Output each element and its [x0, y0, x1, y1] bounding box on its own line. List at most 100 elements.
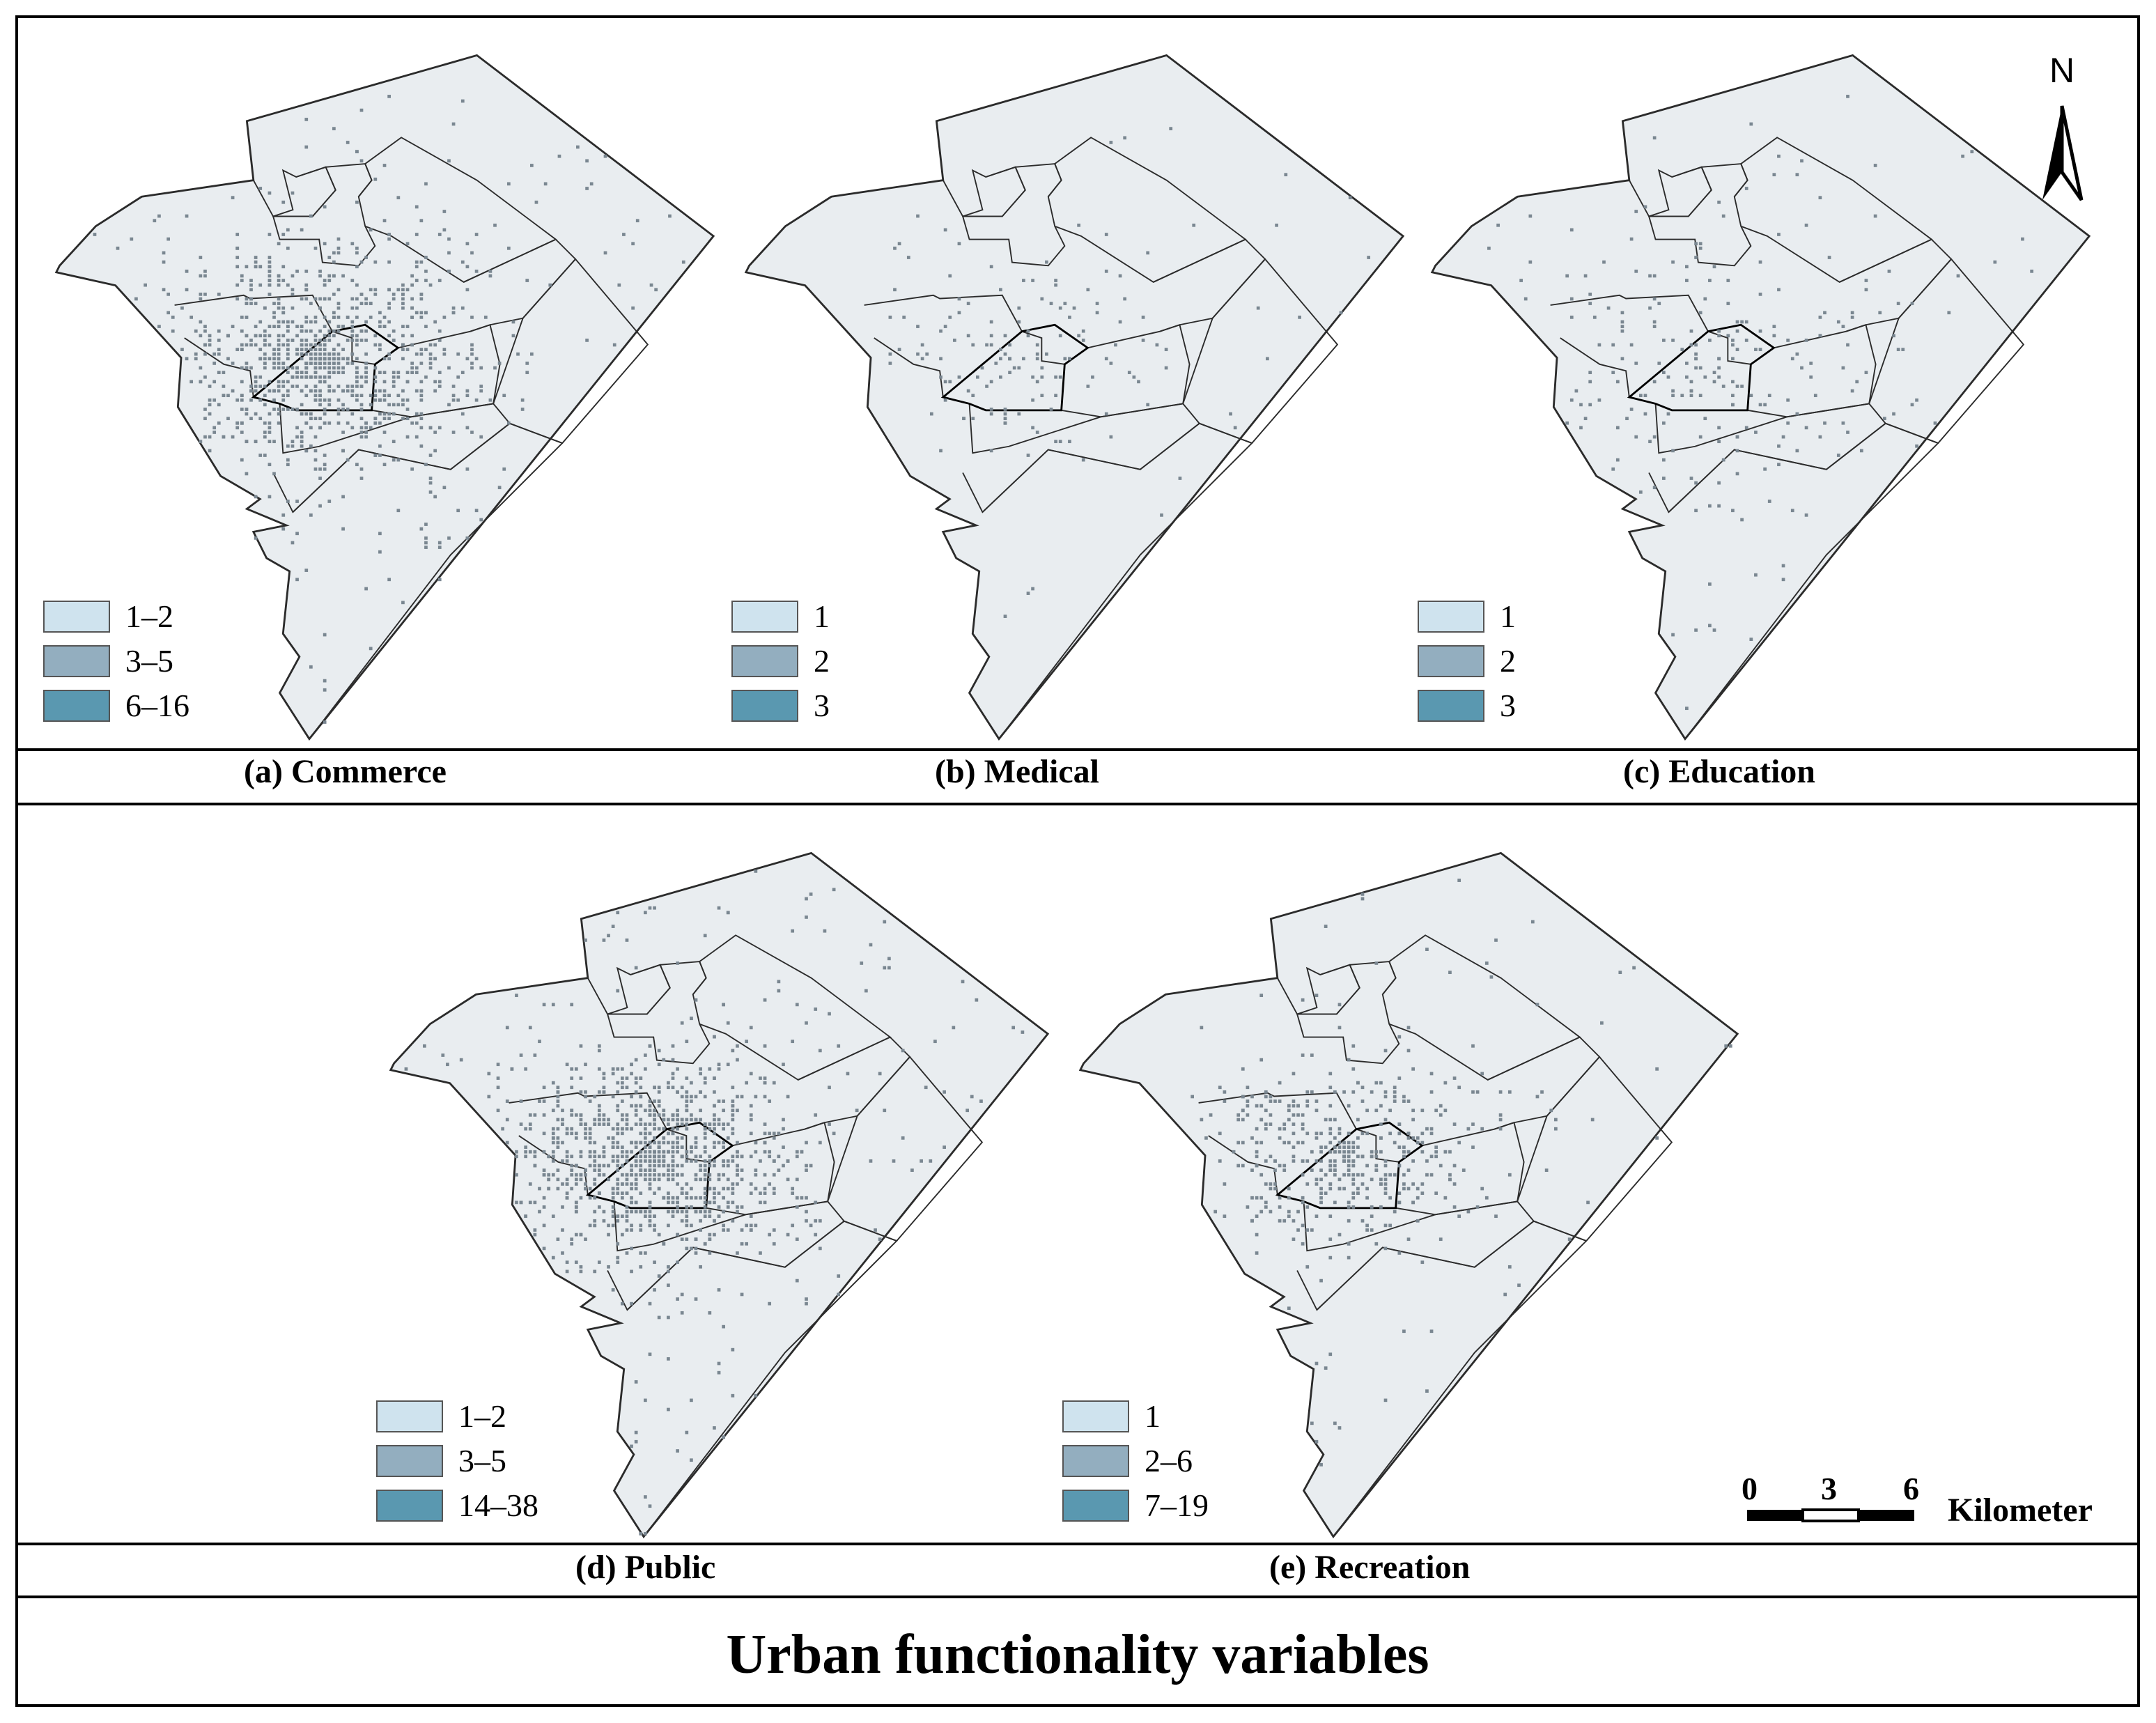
- poi-point: [676, 1205, 679, 1209]
- poi-point: [281, 306, 286, 310]
- poi-point: [1781, 578, 1785, 582]
- poi-point: [470, 362, 474, 365]
- poi-point: [1429, 1154, 1434, 1159]
- poi-point: [602, 1145, 606, 1149]
- poi-point: [805, 1168, 808, 1172]
- poi-point: [542, 1223, 546, 1228]
- poi-point: [281, 366, 286, 370]
- poi-point: [648, 1104, 652, 1108]
- poi-point: [1347, 1168, 1351, 1172]
- poi-point: [989, 380, 993, 384]
- poi-point: [699, 1219, 702, 1223]
- poi-point: [249, 366, 253, 370]
- poi-point: [662, 1196, 666, 1200]
- poi-point: [1717, 334, 1721, 338]
- poi-point: [1031, 426, 1034, 430]
- poi-point: [722, 1187, 725, 1191]
- poi-point: [1680, 348, 1684, 351]
- poi-point: [929, 1159, 933, 1163]
- poi-point: [272, 311, 276, 315]
- legend-label: 1: [814, 598, 830, 634]
- poi-point: [676, 1136, 679, 1140]
- poi-point: [657, 1159, 661, 1163]
- poi-point: [1337, 1177, 1342, 1182]
- poi-point: [1259, 1058, 1264, 1062]
- north-arrow-icon: [2042, 105, 2084, 201]
- poi-point: [505, 1026, 509, 1030]
- poi-point: [1708, 504, 1712, 508]
- poi-point: [570, 1085, 574, 1090]
- poi-point: [405, 325, 410, 328]
- poi-point: [952, 339, 956, 342]
- poi-point: [1337, 1131, 1342, 1136]
- poi-point: [786, 1177, 790, 1182]
- poi-point: [648, 1154, 652, 1159]
- poi-point: [1246, 1085, 1250, 1090]
- poi-point: [346, 339, 350, 342]
- poi-point: [304, 269, 309, 273]
- poi-point: [653, 1136, 656, 1140]
- poi-point: [391, 403, 396, 407]
- poi-point: [511, 320, 515, 324]
- poi-point: [736, 1164, 739, 1168]
- poi-point: [690, 1145, 693, 1149]
- poi-point: [1804, 426, 1808, 430]
- poi-point: [231, 325, 235, 328]
- poi-point: [235, 348, 240, 351]
- poi-point: [391, 458, 396, 462]
- ward-boundary: [1734, 137, 1933, 283]
- poi-point: [579, 1044, 583, 1048]
- poi-point: [667, 1210, 670, 1214]
- poi-point: [662, 1136, 666, 1140]
- poi-point: [1406, 1026, 1411, 1030]
- poi-point: [667, 1283, 670, 1288]
- poi-point: [369, 316, 373, 319]
- poi-point: [920, 357, 924, 361]
- poi-point: [1661, 371, 1666, 374]
- poi-point: [685, 1210, 689, 1214]
- poi-point: [373, 417, 378, 421]
- poi-point: [318, 297, 322, 301]
- poi-point: [680, 1122, 684, 1126]
- poi-point: [212, 426, 217, 430]
- poi-point: [551, 1214, 555, 1219]
- poi-point: [1342, 1187, 1346, 1191]
- poi-point: [754, 1168, 758, 1172]
- poi-point: [617, 283, 621, 287]
- poi-point: [561, 1159, 564, 1163]
- poi-point: [295, 532, 299, 536]
- poi-point: [547, 1173, 551, 1177]
- legend-label: 1: [1500, 598, 1516, 634]
- poi-point: [1744, 426, 1748, 430]
- poi-point: [1592, 316, 1597, 319]
- poi-point: [616, 1090, 620, 1094]
- poi-point: [602, 1090, 606, 1094]
- poi-point: [1328, 1127, 1333, 1131]
- poi-point: [1846, 343, 1849, 347]
- poi-point: [1661, 458, 1666, 462]
- poi-point: [630, 1063, 633, 1067]
- poi-point: [318, 394, 322, 397]
- poi-point: [217, 339, 221, 342]
- poi-point: [1588, 293, 1592, 296]
- poi-point: [405, 417, 410, 421]
- poi-point: [1420, 1260, 1425, 1265]
- poi-point: [304, 283, 309, 287]
- poi-point: [290, 375, 295, 379]
- poi-point: [887, 966, 891, 970]
- poi-point: [667, 1118, 670, 1122]
- poi-point: [1310, 1168, 1314, 1172]
- poi-points: [888, 127, 1371, 618]
- poi-point: [736, 1058, 739, 1062]
- poi-point: [433, 431, 437, 434]
- poi-point: [680, 1145, 684, 1149]
- caption-medical: (b) Medical: [935, 753, 1099, 790]
- poi-point: [699, 1154, 702, 1159]
- poi-point: [644, 911, 647, 915]
- poi-point: [639, 1531, 643, 1536]
- legend-swatch-high: [1062, 1490, 1129, 1522]
- poi-point: [1767, 500, 1771, 503]
- poi-point: [180, 306, 184, 310]
- poi-point: [1827, 256, 1831, 259]
- poi-point: [1328, 1085, 1333, 1090]
